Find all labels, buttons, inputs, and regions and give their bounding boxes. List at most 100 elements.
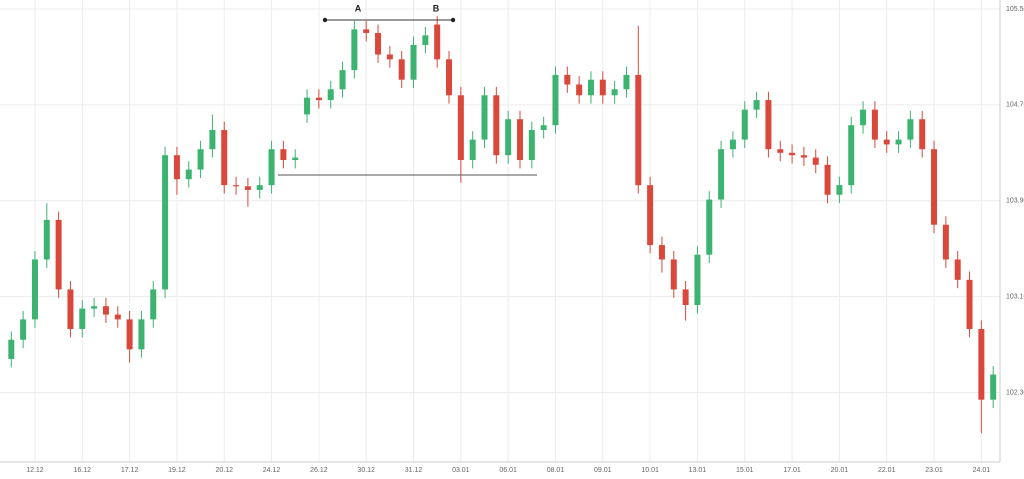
candle-body bbox=[55, 219, 62, 290]
x-tick-label: 22.01 bbox=[878, 467, 896, 474]
candle-body bbox=[457, 95, 464, 160]
candle-body bbox=[789, 152, 796, 156]
candle-body bbox=[860, 109, 867, 126]
candle-body bbox=[694, 254, 701, 306]
candle-body bbox=[339, 70, 346, 90]
candle-body bbox=[623, 74, 630, 90]
candle-body bbox=[280, 149, 287, 160]
candle-body bbox=[576, 84, 583, 96]
candle-body bbox=[564, 74, 571, 85]
candle-body bbox=[505, 119, 512, 156]
candle-body bbox=[848, 125, 855, 186]
x-tick-label: 24.12 bbox=[263, 467, 281, 474]
candle-body bbox=[931, 149, 938, 225]
candle-body bbox=[197, 149, 204, 170]
candle-body bbox=[741, 109, 748, 140]
x-tick-label: 26.12 bbox=[310, 467, 328, 474]
candle-body bbox=[268, 149, 275, 186]
candle-body bbox=[221, 130, 228, 186]
candle-body bbox=[150, 289, 157, 320]
candle-body bbox=[765, 100, 772, 150]
candle-body bbox=[446, 59, 453, 96]
candle-body bbox=[422, 35, 429, 45]
candle-body bbox=[43, 219, 50, 260]
candle-body bbox=[114, 314, 121, 320]
candle-body bbox=[20, 319, 27, 340]
x-tick-label: 13.01 bbox=[689, 467, 707, 474]
candle-body bbox=[587, 79, 594, 96]
candle-body bbox=[670, 259, 677, 290]
candle-body bbox=[824, 164, 831, 195]
annotation-label: B bbox=[433, 3, 440, 13]
candle-body bbox=[718, 149, 725, 200]
candle-body bbox=[363, 29, 370, 33]
candle-body bbox=[647, 185, 654, 246]
candle-body bbox=[907, 119, 914, 140]
x-tick-label: 20.01 bbox=[831, 467, 849, 474]
candle-body bbox=[658, 245, 665, 260]
x-tick-label: 23.01 bbox=[925, 467, 943, 474]
candle-body bbox=[552, 74, 559, 126]
y-tick-label: 105.50 bbox=[1006, 6, 1024, 13]
candle-body bbox=[8, 339, 15, 359]
candle-body bbox=[91, 306, 98, 309]
candle-body bbox=[481, 95, 488, 140]
annotation-point bbox=[450, 17, 456, 23]
candle-body bbox=[611, 89, 618, 96]
candle-body bbox=[540, 125, 547, 131]
candle-body bbox=[469, 139, 476, 160]
candle-body bbox=[954, 259, 961, 280]
x-tick-label: 31.12 bbox=[405, 467, 423, 474]
x-tick-label: 30.12 bbox=[357, 467, 375, 474]
candle-body bbox=[599, 79, 606, 96]
candle-body bbox=[682, 289, 689, 306]
candle-body bbox=[777, 149, 784, 153]
candle-body bbox=[233, 185, 240, 187]
candle-body bbox=[244, 186, 251, 190]
candle-body bbox=[386, 54, 393, 60]
candle-body bbox=[79, 308, 86, 329]
candle-body bbox=[31, 259, 38, 320]
candle-body bbox=[836, 185, 843, 195]
x-tick-label: 12.12 bbox=[26, 467, 44, 474]
x-tick-label: 19.12 bbox=[168, 467, 186, 474]
candle-body bbox=[871, 109, 878, 140]
x-tick-label: 17.01 bbox=[783, 467, 801, 474]
candle-body bbox=[67, 289, 74, 329]
x-tick-label: 24.01 bbox=[973, 467, 991, 474]
candle-body bbox=[753, 100, 760, 110]
y-tick-label: 104.70 bbox=[1006, 102, 1024, 109]
y-tick-label: 103.10 bbox=[1006, 293, 1024, 300]
x-tick-label: 09.01 bbox=[594, 467, 612, 474]
x-tick-label: 06.01 bbox=[499, 467, 517, 474]
x-tick-label: 03.01 bbox=[452, 467, 470, 474]
candle-body bbox=[966, 279, 973, 329]
x-tick-label: 16.12 bbox=[74, 467, 92, 474]
candle-body bbox=[706, 199, 713, 255]
candle-body bbox=[978, 328, 985, 400]
candle-body bbox=[493, 95, 500, 156]
candle-body bbox=[410, 44, 417, 80]
candle-body bbox=[162, 155, 169, 290]
candle-body bbox=[375, 32, 382, 55]
candle-body bbox=[173, 155, 180, 180]
annotation-label: A bbox=[355, 3, 362, 13]
candle-body bbox=[919, 119, 926, 150]
candle-body bbox=[102, 306, 109, 315]
candle-body bbox=[315, 97, 322, 101]
candle-body bbox=[256, 185, 263, 190]
candle-body bbox=[812, 157, 819, 165]
candle-body bbox=[729, 139, 736, 150]
candle-body bbox=[126, 319, 133, 350]
candle-body bbox=[434, 24, 441, 60]
y-tick-label: 102.30 bbox=[1006, 389, 1024, 396]
candle-body bbox=[883, 139, 890, 145]
candle-body bbox=[635, 74, 642, 186]
candle-body bbox=[351, 29, 358, 71]
candle-body bbox=[327, 89, 334, 101]
x-tick-label: 10.01 bbox=[641, 467, 659, 474]
candle-body bbox=[138, 319, 145, 350]
candle-body bbox=[292, 157, 299, 160]
